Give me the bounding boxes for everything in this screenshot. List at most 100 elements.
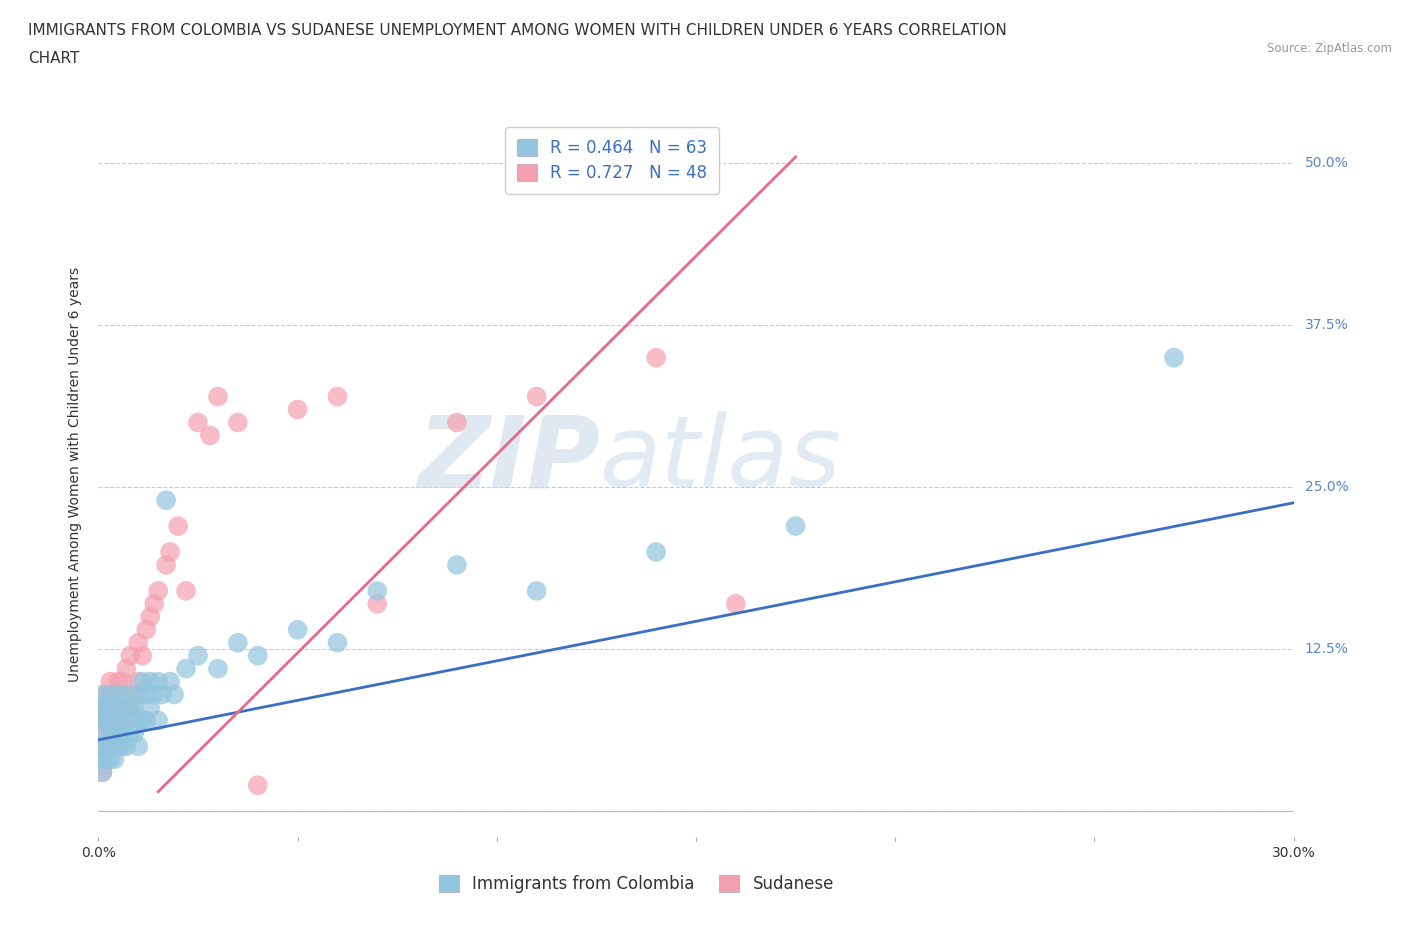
- Point: [91, 700, 114, 715]
- Y-axis label: Unemployment Among Women with Children Under 6 years: Unemployment Among Women with Children U…: [69, 267, 83, 682]
- Point: [127, 674, 149, 689]
- Point: [526, 389, 548, 404]
- Point: [150, 687, 173, 702]
- Text: CHART: CHART: [28, 51, 80, 66]
- Point: [115, 700, 138, 715]
- Point: [174, 583, 197, 598]
- Point: [366, 596, 388, 611]
- Point: [98, 738, 122, 753]
- Point: [96, 751, 118, 766]
- Point: [226, 635, 249, 650]
- Point: [724, 596, 747, 611]
- Text: 37.5%: 37.5%: [1305, 318, 1348, 332]
- Point: [91, 764, 114, 779]
- Point: [187, 648, 209, 663]
- Text: Source: ZipAtlas.com: Source: ZipAtlas.com: [1267, 42, 1392, 55]
- Point: [446, 415, 468, 430]
- Point: [246, 648, 269, 663]
- Legend: Immigrants from Colombia, Sudanese: Immigrants from Colombia, Sudanese: [430, 867, 842, 901]
- Point: [155, 558, 177, 573]
- Point: [107, 674, 129, 689]
- Point: [107, 726, 129, 741]
- Text: atlas: atlas: [600, 411, 842, 509]
- Point: [96, 687, 118, 702]
- Text: 50.0%: 50.0%: [1305, 156, 1348, 170]
- Point: [115, 661, 138, 676]
- Point: [96, 738, 118, 753]
- Point: [120, 648, 142, 663]
- Point: [446, 558, 468, 573]
- Point: [111, 700, 134, 715]
- Point: [131, 674, 153, 689]
- Point: [148, 583, 170, 598]
- Point: [326, 389, 349, 404]
- Point: [91, 764, 114, 779]
- Point: [96, 713, 118, 728]
- Point: [124, 726, 146, 741]
- Point: [103, 713, 125, 728]
- Point: [91, 713, 114, 728]
- Point: [135, 687, 157, 702]
- Point: [98, 674, 122, 689]
- Point: [187, 415, 209, 430]
- Point: [645, 351, 668, 365]
- Point: [526, 583, 548, 598]
- Point: [91, 738, 114, 753]
- Point: [98, 687, 122, 702]
- Point: [198, 428, 221, 443]
- Point: [131, 713, 153, 728]
- Point: [120, 700, 142, 715]
- Point: [103, 687, 125, 702]
- Point: [148, 713, 170, 728]
- Point: [159, 545, 181, 560]
- Point: [785, 519, 807, 534]
- Point: [207, 661, 229, 676]
- Point: [131, 648, 153, 663]
- Point: [174, 661, 197, 676]
- Point: [107, 713, 129, 728]
- Point: [167, 519, 190, 534]
- Point: [91, 687, 114, 702]
- Point: [107, 726, 129, 741]
- Point: [120, 726, 142, 741]
- Point: [124, 700, 146, 715]
- Point: [115, 687, 138, 702]
- Text: ZIP: ZIP: [418, 411, 600, 509]
- Point: [135, 713, 157, 728]
- Point: [98, 726, 122, 741]
- Text: 25.0%: 25.0%: [1305, 480, 1348, 494]
- Point: [103, 726, 125, 741]
- Point: [103, 751, 125, 766]
- Point: [127, 738, 149, 753]
- Point: [163, 687, 186, 702]
- Point: [98, 713, 122, 728]
- Text: IMMIGRANTS FROM COLOMBIA VS SUDANESE UNEMPLOYMENT AMONG WOMEN WITH CHILDREN UNDE: IMMIGRANTS FROM COLOMBIA VS SUDANESE UNE…: [28, 23, 1007, 38]
- Point: [1163, 351, 1185, 365]
- Point: [107, 738, 129, 753]
- Point: [103, 726, 125, 741]
- Point: [366, 583, 388, 598]
- Point: [107, 700, 129, 715]
- Point: [111, 726, 134, 741]
- Point: [127, 713, 149, 728]
- Point: [124, 687, 146, 702]
- Point: [91, 726, 114, 741]
- Point: [115, 713, 138, 728]
- Point: [91, 713, 114, 728]
- Point: [91, 726, 114, 741]
- Point: [155, 493, 177, 508]
- Point: [246, 777, 269, 792]
- Point: [148, 674, 170, 689]
- Point: [111, 713, 134, 728]
- Point: [143, 596, 166, 611]
- Point: [98, 700, 122, 715]
- Point: [120, 700, 142, 715]
- Point: [98, 751, 122, 766]
- Point: [103, 738, 125, 753]
- Point: [287, 402, 309, 417]
- Point: [107, 687, 129, 702]
- Point: [226, 415, 249, 430]
- Point: [91, 700, 114, 715]
- Point: [139, 609, 162, 624]
- Point: [143, 687, 166, 702]
